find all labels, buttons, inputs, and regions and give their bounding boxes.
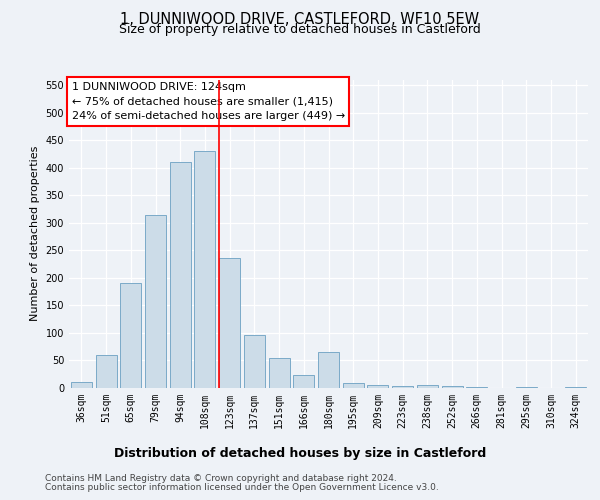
Bar: [318, 352, 339, 388]
Bar: [95, 354, 116, 388]
Text: Size of property relative to detached houses in Castleford: Size of property relative to detached ho…: [119, 24, 481, 36]
Text: Contains HM Land Registry data © Crown copyright and database right 2024.: Contains HM Land Registry data © Crown c…: [45, 474, 397, 483]
Bar: [392, 386, 413, 388]
Bar: [244, 336, 265, 388]
Bar: [417, 385, 438, 388]
Bar: [343, 383, 364, 388]
Bar: [442, 386, 463, 388]
Bar: [71, 382, 92, 388]
Bar: [565, 387, 586, 388]
Bar: [219, 258, 240, 388]
Bar: [466, 387, 487, 388]
Bar: [293, 376, 314, 388]
Text: Distribution of detached houses by size in Castleford: Distribution of detached houses by size …: [114, 448, 486, 460]
Bar: [194, 152, 215, 388]
Text: 1 DUNNIWOOD DRIVE: 124sqm
← 75% of detached houses are smaller (1,415)
24% of se: 1 DUNNIWOOD DRIVE: 124sqm ← 75% of detac…: [71, 82, 345, 121]
Bar: [120, 283, 141, 388]
Bar: [170, 162, 191, 388]
Bar: [145, 214, 166, 388]
Text: 1, DUNNIWOOD DRIVE, CASTLEFORD, WF10 5EW: 1, DUNNIWOOD DRIVE, CASTLEFORD, WF10 5EW: [121, 12, 479, 28]
Text: Contains public sector information licensed under the Open Government Licence v3: Contains public sector information licen…: [45, 483, 439, 492]
Bar: [367, 385, 388, 388]
Bar: [269, 358, 290, 388]
Y-axis label: Number of detached properties: Number of detached properties: [30, 146, 40, 322]
Bar: [516, 387, 537, 388]
